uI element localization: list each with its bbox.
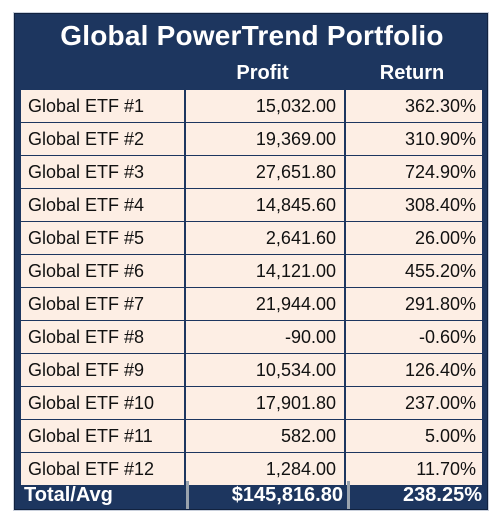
etf-name-cell: Global ETF #4: [21, 189, 186, 221]
total-separator: [186, 481, 189, 509]
table-row: Global ETF #8 -90.00 -0.60%: [21, 321, 482, 353]
profit-cell: 582.00: [186, 420, 346, 452]
etf-name-cell: Global ETF #9: [21, 354, 186, 386]
etf-name-cell: Global ETF #6: [21, 255, 186, 287]
return-cell: 308.40%: [346, 189, 482, 221]
return-cell: 5.00%: [346, 420, 482, 452]
etf-name-cell: Global ETF #2: [21, 123, 186, 155]
etf-name-cell: Global ETF #7: [21, 288, 186, 320]
return-cell: -0.60%: [346, 321, 482, 353]
profit-cell: 2,641.60: [186, 222, 346, 254]
profit-cell: -90.00: [186, 321, 346, 353]
total-profit: $145,816.80: [191, 479, 343, 511]
column-header-return: Return: [347, 62, 477, 85]
profit-cell: 27,651.80: [186, 156, 346, 188]
etf-name-cell: Global ETF #3: [21, 156, 186, 188]
return-cell: 26.00%: [346, 222, 482, 254]
column-header-profit: Profit: [185, 62, 340, 85]
etf-name-cell: Global ETF #8: [21, 321, 186, 353]
return-cell: 126.40%: [346, 354, 482, 386]
table-row: Global ETF #5 2,641.60 26.00%: [21, 222, 482, 254]
etf-name-cell: Global ETF #11: [21, 420, 186, 452]
profit-cell: 17,901.80: [186, 387, 346, 419]
table-row: Global ETF #2 19,369.00 310.90%: [21, 123, 482, 155]
table-row: Global ETF #10 17,901.80 237.00%: [21, 387, 482, 419]
return-cell: 724.90%: [346, 156, 482, 188]
profit-cell: 15,032.00: [186, 90, 346, 122]
etf-name-cell: Global ETF #5: [21, 222, 186, 254]
total-label: Total/Avg: [24, 479, 113, 511]
table-title: Global PowerTrend Portfolio: [15, 19, 489, 53]
return-cell: 291.80%: [346, 288, 482, 320]
return-cell: 237.00%: [346, 387, 482, 419]
table-row: Global ETF #9 10,534.00 126.40%: [21, 354, 482, 386]
table-row: Global ETF #7 21,944.00 291.80%: [21, 288, 482, 320]
table-row: Global ETF #6 14,121.00 455.20%: [21, 255, 482, 287]
table-row: Global ETF #11 582.00 5.00%: [21, 420, 482, 452]
return-cell: 310.90%: [346, 123, 482, 155]
total-return: 238.25%: [352, 479, 482, 511]
total-separator: [347, 481, 350, 509]
profit-cell: 14,121.00: [186, 255, 346, 287]
return-cell: 362.30%: [346, 90, 482, 122]
profit-cell: 19,369.00: [186, 123, 346, 155]
profit-cell: 14,845.60: [186, 189, 346, 221]
etf-name-cell: Global ETF #1: [21, 90, 186, 122]
profit-cell: 21,944.00: [186, 288, 346, 320]
table-row: Global ETF #4 14,845.60 308.40%: [21, 189, 482, 221]
column-header-row: Profit Return: [15, 59, 489, 88]
table-row: Global ETF #3 27,651.80 724.90%: [21, 156, 482, 188]
etf-name-cell: Global ETF #10: [21, 387, 186, 419]
portfolio-table: Global PowerTrend Portfolio Profit Retur…: [14, 13, 488, 510]
table-row: Global ETF #1 15,032.00 362.30%: [21, 90, 482, 122]
table-body: Global ETF #1 15,032.00 362.30% Global ETF …: [21, 90, 482, 486]
total-row: Total/Avg $145,816.80 238.25%: [15, 479, 489, 511]
profit-cell: 10,534.00: [186, 354, 346, 386]
return-cell: 455.20%: [346, 255, 482, 287]
